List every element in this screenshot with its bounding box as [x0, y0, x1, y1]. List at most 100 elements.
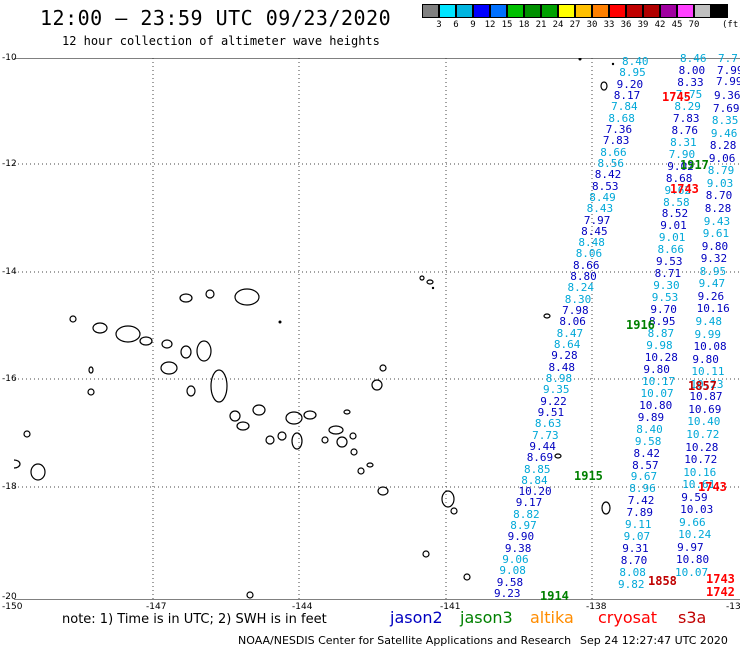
- wave-height-value: 8.42: [633, 446, 661, 460]
- wave-height-value: 9.38: [504, 541, 532, 555]
- pass-time-label: 1915: [574, 469, 603, 483]
- island: [139, 336, 153, 346]
- island: [600, 81, 608, 91]
- wave-height-value: 8.35: [711, 114, 739, 128]
- wave-height-value: 9.06: [708, 151, 736, 165]
- wave-height-value: 8.33: [677, 75, 704, 89]
- wave-height-value: 9.30: [653, 279, 680, 293]
- island: [92, 322, 108, 334]
- legend-swatch: [643, 4, 660, 18]
- wave-height-value: 8.66: [657, 243, 685, 257]
- pass-time-label: 1914: [540, 589, 569, 603]
- timestamp: Sep 24 12:27:47 UTC 2020: [580, 634, 728, 647]
- wave-height-value: 8.68: [665, 171, 693, 185]
- wave-height-value: 8.31: [670, 135, 697, 149]
- wave-height-value: 9.58: [496, 575, 524, 589]
- latitude-label: -18: [2, 482, 17, 492]
- island: [336, 436, 348, 448]
- wave-height-value: 9.01: [660, 219, 687, 233]
- wave-height-value: 10.24: [678, 528, 712, 542]
- wave-height-value: 10.28: [644, 350, 678, 364]
- wave-height-value: 8.70: [620, 554, 648, 568]
- wave-height-value: 9.08: [499, 564, 526, 578]
- wave-height-value: 8.00: [678, 64, 706, 77]
- island: [543, 313, 551, 319]
- legend-swatch: [507, 4, 524, 18]
- wave-height-value: 9.82: [618, 578, 645, 591]
- wave-height-value: 8.48: [578, 236, 605, 250]
- wave-height-value: 8.45: [581, 224, 608, 238]
- legend-swatch: [592, 4, 609, 18]
- wave-height-value: 10.11: [691, 365, 725, 379]
- wave-height-value: 9.02: [667, 159, 694, 173]
- wave-height-value: 10.20: [518, 485, 552, 499]
- legend-value: 30: [586, 20, 598, 30]
- wave-height-value: 8.69: [526, 451, 554, 465]
- latitude-label: -20: [2, 592, 17, 602]
- wave-height-value: 7.98: [562, 304, 589, 317]
- island: [69, 315, 77, 323]
- wave-height-value: 8.48: [548, 360, 576, 374]
- wave-height-value: 8.64: [553, 338, 581, 351]
- island: [349, 432, 357, 440]
- island: [463, 573, 471, 581]
- island: [234, 288, 260, 306]
- wave-height-value: 9.07: [623, 530, 651, 544]
- legend-jason2: jason2: [390, 608, 443, 627]
- legend-swatch: [575, 4, 592, 18]
- legend-swatch: [456, 4, 473, 18]
- wave-height-value: 9.99: [694, 327, 722, 341]
- wave-height-value: 9.01: [658, 231, 686, 245]
- pass-time-label: 1743: [670, 182, 699, 196]
- island: [422, 550, 430, 558]
- wave-height-value: 9.32: [700, 252, 728, 266]
- wave-height-value: 7.73: [532, 428, 559, 442]
- island: [366, 462, 374, 468]
- wave-height-value: 8.46: [680, 52, 707, 65]
- wave-height-value: 9.80: [692, 352, 719, 366]
- legend-swatch: [558, 4, 575, 18]
- wave-height-value: 8.95: [699, 264, 727, 278]
- island: [180, 345, 192, 359]
- legend-unit: (ft): [722, 20, 740, 30]
- wave-height-value: 9.22: [540, 394, 567, 408]
- pass-time-label: 1745: [662, 90, 691, 104]
- wave-height-value: 9.58: [634, 434, 662, 448]
- wave-height-value: 8.95: [619, 66, 646, 80]
- island: [161, 339, 173, 349]
- wave-height-value: 7.83: [602, 134, 630, 148]
- wave-height-value: 7.7: [718, 52, 738, 65]
- wave-height-value: 8.28: [704, 202, 732, 215]
- legend-swatch: [711, 4, 728, 18]
- wave-height-value: 9.44: [529, 439, 556, 453]
- island: [350, 448, 358, 456]
- legend-swatch: [422, 4, 439, 18]
- wave-height-value: 9.53: [651, 291, 679, 305]
- wave-height-value: 8.66: [600, 145, 627, 159]
- wave-height-value: 7.90: [668, 147, 696, 161]
- wave-height-value: 10.72: [686, 427, 720, 441]
- island: [379, 364, 387, 372]
- wave-height-value: 9.90: [507, 530, 535, 544]
- island: [87, 388, 95, 396]
- legend-swatch: [490, 4, 507, 18]
- wave-height-value: 8.30: [564, 292, 592, 306]
- wave-height-value: 8.42: [594, 168, 622, 182]
- wave-height-value: 10.61: [682, 478, 716, 492]
- wave-height-value: 10.80: [639, 398, 673, 412]
- pass-time-label: 1742: [706, 585, 735, 599]
- pass-time-label: 1743: [706, 572, 735, 586]
- wave-height-value: 8.06: [559, 315, 586, 329]
- wave-height-value: 9.28: [551, 349, 578, 363]
- longitude-label: -138: [586, 602, 607, 612]
- wave-height-value: 9.17: [515, 496, 543, 510]
- island: [343, 409, 351, 415]
- legend-swatch: [524, 4, 541, 18]
- island: [115, 325, 141, 343]
- legend-value: 15: [501, 20, 513, 30]
- legend-value: 45: [671, 20, 683, 30]
- longitude-label: -147: [146, 602, 167, 612]
- wave-height-value: 8.47: [556, 326, 584, 340]
- wave-height-value: 8.49: [589, 190, 616, 204]
- latitude-label: -14: [2, 267, 17, 277]
